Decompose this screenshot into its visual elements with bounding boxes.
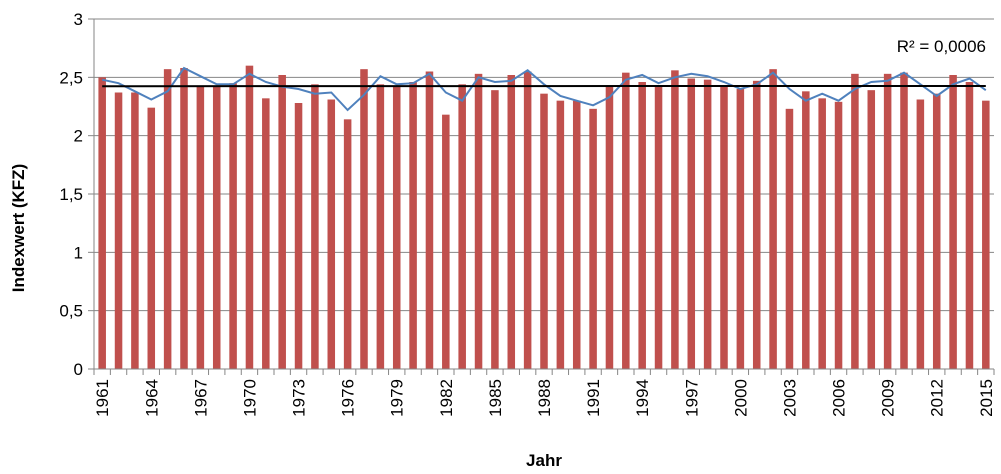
bar xyxy=(98,77,106,369)
y-tick-label: 1,5 xyxy=(59,185,83,204)
bar xyxy=(114,92,123,369)
x-tick-label: 1967 xyxy=(191,379,210,417)
bar xyxy=(360,69,368,370)
r-squared-annotation: R² = 0,0006 xyxy=(897,37,986,56)
x-tick-label: 2012 xyxy=(928,379,947,417)
x-tick-label: 2006 xyxy=(830,379,849,417)
x-tick-label: 1976 xyxy=(339,379,358,417)
bar xyxy=(245,65,254,370)
x-tick-label: 1964 xyxy=(142,379,161,417)
x-tick-label: 1973 xyxy=(290,379,309,417)
bar xyxy=(458,84,466,369)
bar xyxy=(229,83,237,370)
bar xyxy=(654,85,663,369)
y-tick-label: 0,5 xyxy=(59,302,83,321)
y-tick-label: 3 xyxy=(74,10,83,29)
bar xyxy=(916,99,925,369)
series-line xyxy=(101,66,987,112)
bar xyxy=(212,85,221,369)
x-tick-label: 2003 xyxy=(781,379,800,417)
axes xyxy=(93,19,995,375)
y-tick-labels: 0 0,5 1 1,5 2 2,5 3 xyxy=(59,10,83,379)
bar xyxy=(442,114,450,370)
y-tick-label: 2,5 xyxy=(59,68,83,87)
x-tick-label: 1961 xyxy=(93,379,112,417)
x-tick-label: 1991 xyxy=(584,379,603,417)
x-tick-label: 1982 xyxy=(437,379,456,417)
y-tick-label: 2 xyxy=(74,127,83,146)
bar xyxy=(802,91,810,369)
bar xyxy=(540,93,548,370)
y-axis-title: Indexwert (KFZ) xyxy=(9,164,28,292)
x-tick-label: 1985 xyxy=(486,379,505,417)
bar xyxy=(294,103,303,369)
x-tick-labels: 1961 1964 1967 1970 1973 1976 1979 1982 1985 1988… xyxy=(93,379,996,417)
bar xyxy=(147,107,156,370)
y-tick-label: 1 xyxy=(74,243,83,262)
bar xyxy=(311,84,319,369)
bar xyxy=(638,82,646,369)
bar xyxy=(392,85,401,369)
x-tick-label: 2015 xyxy=(977,379,996,417)
bar xyxy=(343,119,352,369)
bar xyxy=(949,75,957,369)
bar xyxy=(605,85,614,369)
bar xyxy=(409,82,417,369)
bar xyxy=(736,89,745,369)
x-tick-label: 2009 xyxy=(879,379,898,417)
y-tick-label: 0 xyxy=(74,360,83,379)
x-tick-label: 1994 xyxy=(633,379,652,417)
line-series xyxy=(101,66,987,112)
bar xyxy=(622,72,630,370)
bars xyxy=(98,65,990,370)
bar xyxy=(900,72,908,370)
bar xyxy=(769,69,777,370)
bar xyxy=(982,100,990,370)
bar xyxy=(474,73,483,369)
bar xyxy=(785,108,794,369)
bar xyxy=(131,92,139,369)
x-tick-label: 2000 xyxy=(731,379,750,417)
bar xyxy=(556,100,565,370)
x-tick-label: 1979 xyxy=(388,379,407,417)
bar xyxy=(932,93,941,370)
bar xyxy=(671,70,679,369)
bar xyxy=(883,73,892,369)
bar xyxy=(278,75,286,369)
bar xyxy=(703,79,712,370)
x-axis-title: Jahr xyxy=(526,451,562,470)
bar xyxy=(262,98,270,369)
bar xyxy=(965,82,974,369)
bar xyxy=(196,85,205,369)
bar xyxy=(327,99,336,369)
bar xyxy=(834,101,843,369)
bar xyxy=(752,80,761,369)
bar xyxy=(589,108,597,369)
x-tick-label: 1988 xyxy=(535,379,554,417)
bar xyxy=(687,78,696,369)
bar xyxy=(572,100,581,370)
bar xyxy=(523,71,532,369)
bar xyxy=(376,84,385,369)
bar xyxy=(851,73,859,369)
bar xyxy=(867,90,876,370)
bar xyxy=(507,75,516,369)
x-tick-label: 1997 xyxy=(682,379,701,417)
bar xyxy=(180,68,188,369)
bar xyxy=(425,71,434,369)
bar xyxy=(163,69,172,370)
bar xyxy=(818,98,826,369)
bar xyxy=(720,86,728,370)
bar xyxy=(491,90,499,370)
x-tick-label: 1970 xyxy=(241,379,260,417)
